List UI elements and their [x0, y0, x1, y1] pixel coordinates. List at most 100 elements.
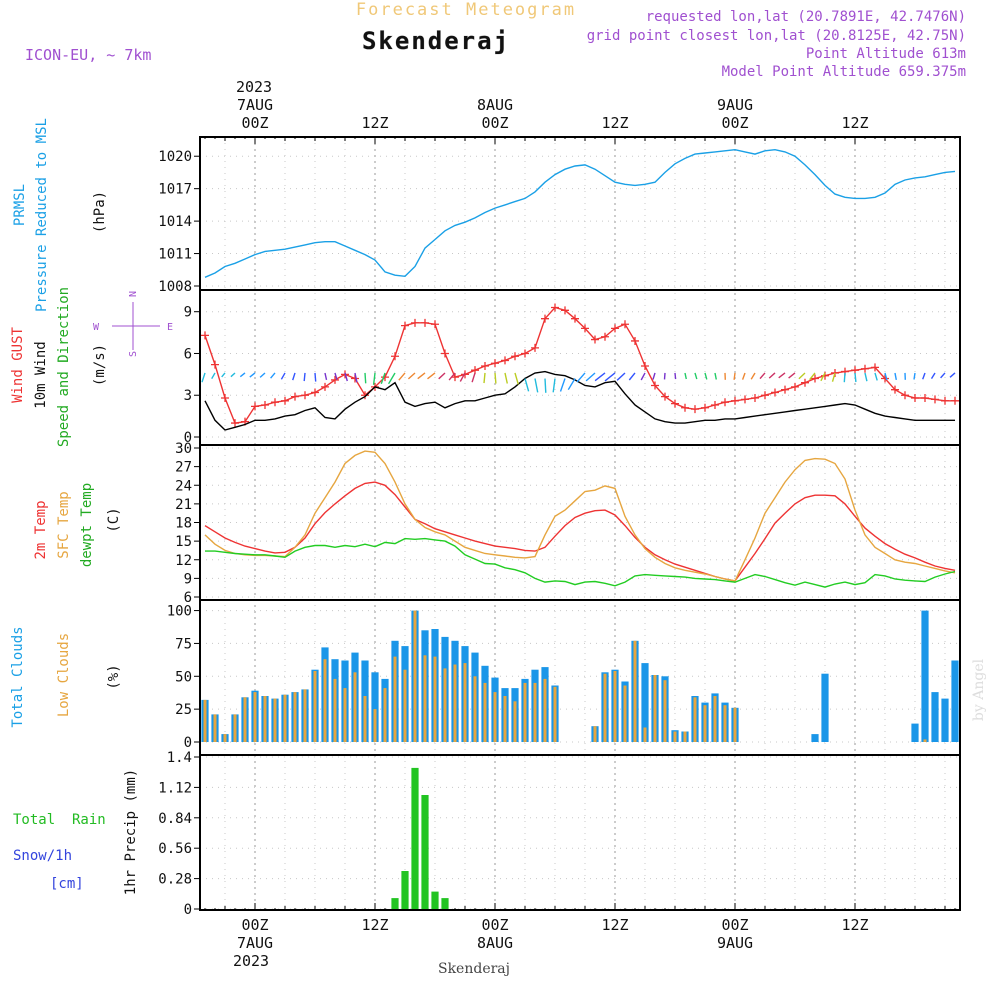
total-cloud-bar: [371, 672, 379, 742]
wind-arrow: [471, 372, 476, 383]
low-cloud-bar: [293, 692, 297, 742]
gust-marker: [901, 391, 909, 400]
bottom-date-label: 7AUG: [237, 934, 273, 952]
y-tick-label: 9: [184, 305, 192, 321]
y-tick-label: 1014: [158, 214, 192, 230]
gridpoint-coords: grid point closest lon,lat (20.8125E, 42…: [587, 28, 966, 44]
wind-arrow: [628, 372, 636, 381]
gust-marker: [271, 398, 279, 407]
wind-direction-arrows: [201, 372, 956, 393]
plot-frame: [199, 136, 961, 911]
wind-unit: (m/s): [92, 344, 108, 386]
wind-arrow: [494, 372, 497, 384]
gust-marker: [441, 349, 449, 358]
gust-marker: [301, 391, 309, 400]
y-tick-label: 18: [175, 516, 192, 532]
bottom-time-label: 00Z: [241, 916, 268, 934]
gust-marker: [781, 385, 789, 394]
requested-coords: requested lon,lat (20.7891E, 42.7476N): [646, 9, 966, 25]
wind-arrow: [640, 372, 646, 381]
pressure-label-msl: Pressure Reduced to MSL: [34, 118, 50, 312]
total-cloud-bar: [921, 610, 929, 742]
rain-bar: [391, 898, 399, 909]
low-cloud-bar: [663, 680, 667, 742]
credit: by Angel: [971, 658, 987, 721]
prmsl-line: [204, 148, 956, 278]
rain-bar: [431, 891, 439, 909]
wind-arrow: [372, 372, 376, 385]
wind-panel: Wind GUST 10m Wind Speed and Direction (…: [10, 287, 959, 447]
total-cloud-bar: [641, 663, 649, 742]
bottom-date-label: 9AUG: [717, 934, 753, 952]
low-cloud-bar: [313, 671, 317, 742]
wind-arrow: [604, 372, 616, 382]
wind-arrow: [778, 372, 786, 379]
bottom-year: 2023: [233, 952, 269, 970]
gust-marker: [211, 360, 219, 369]
wind-arrow: [809, 372, 816, 381]
wind-arrow: [534, 378, 539, 393]
top-time-label: 00Z: [481, 114, 508, 132]
wind-arrow: [221, 372, 226, 378]
cloud-y-ticks: 0 25 50 75 100: [167, 604, 200, 751]
gust-marker: [481, 362, 489, 370]
top-date-label: 9AUG: [717, 96, 753, 114]
wind-arrow: [354, 372, 358, 383]
top-time-label: 12Z: [601, 114, 628, 132]
gust-marker: [421, 318, 429, 327]
y-tick-label: 1017: [158, 182, 192, 198]
y-tick-label: 0.28: [158, 872, 192, 888]
low-cloud-bar: [633, 640, 637, 742]
low-cloud-bar: [473, 676, 477, 742]
temperature-panel: 2m Temp SFC Temp dewpt Temp (C) 6 9 12 15 18…: [33, 441, 956, 606]
precip-bars: [391, 767, 449, 909]
gust-marker: [911, 394, 919, 403]
wind-arrow: [768, 372, 776, 379]
low-cloud-bar: [603, 673, 607, 742]
gust-marker: [531, 343, 539, 352]
low-cloud-bar: [363, 696, 367, 742]
y-tick-label: 12: [175, 553, 192, 569]
wind-arrow: [483, 372, 486, 384]
gust-marker: [791, 382, 799, 391]
gust-marker: [281, 396, 289, 405]
low-cloud-bar: [533, 682, 537, 742]
low-cloud-bar: [503, 696, 507, 742]
cloud-unit: (%): [106, 664, 122, 689]
low-cloud-bar: [443, 668, 447, 742]
wind-arrow: [874, 372, 878, 381]
compass-s: S: [128, 351, 139, 357]
low-cloud-bar: [233, 714, 237, 742]
gust-marker: [661, 392, 669, 401]
y-tick-label: 0.84: [158, 811, 192, 827]
gust-marker: [761, 391, 769, 400]
wind-arrow: [514, 372, 519, 385]
total-cloud-bar: [931, 692, 939, 742]
gust-marker: [621, 320, 629, 329]
wind-arrow: [344, 372, 348, 382]
wind-gust-label: Wind GUST: [10, 327, 26, 403]
gust-marker: [641, 362, 649, 370]
pressure-y-ticks: 1008 1011 1014 1017 1020: [158, 149, 200, 295]
gust-marker: [771, 388, 779, 397]
pressure-unit: (hPa): [92, 191, 108, 233]
wind-arrow: [798, 372, 806, 380]
low-cloud-bar: [493, 692, 497, 742]
wind-dir-label: Speed and Direction: [56, 287, 72, 447]
y-tick-label: 1008: [158, 279, 192, 295]
wind-arrow: [387, 372, 396, 385]
wind-arrow: [585, 372, 596, 382]
top-time-label: 12Z: [841, 114, 868, 132]
precip-snow-label: Snow/1h: [13, 848, 72, 864]
low-cloud-bar: [703, 705, 707, 742]
panel-frames: [199, 136, 961, 911]
wind-arrow: [544, 378, 547, 393]
gust-marker: [521, 349, 529, 358]
low-cloud-bar: [383, 688, 387, 742]
wind-10m-label: 10m Wind: [33, 341, 49, 408]
wind-compass: W E N S: [93, 291, 173, 357]
wind-arrow: [930, 372, 936, 379]
wind-arrow: [733, 372, 736, 380]
gust-marker: [921, 394, 929, 403]
wind-arrow: [594, 372, 606, 382]
